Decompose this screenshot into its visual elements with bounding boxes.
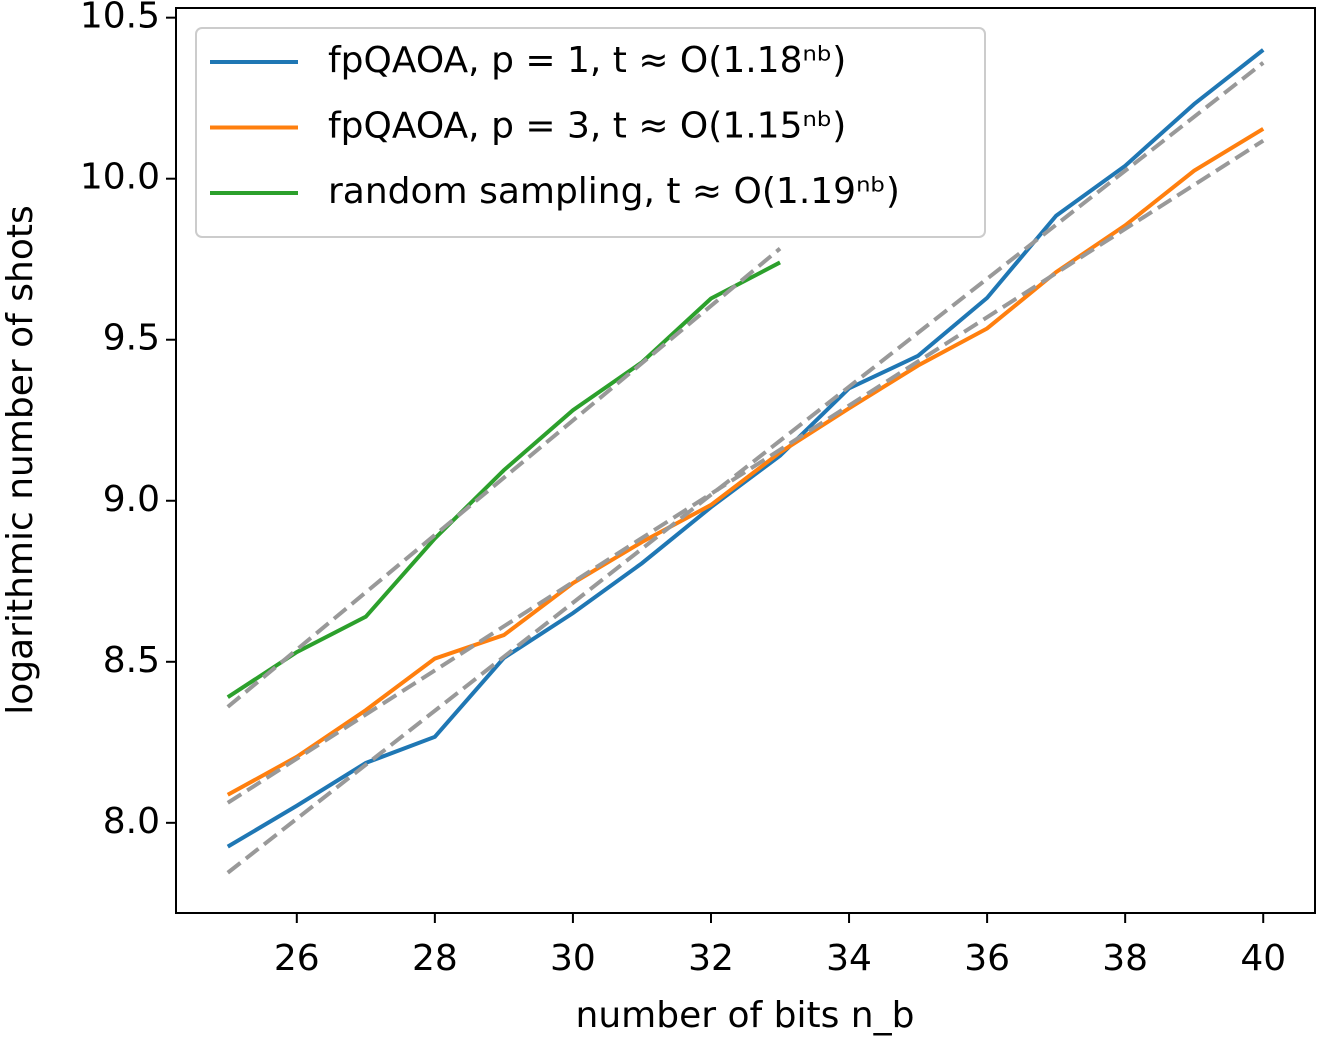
x-tick-label: 34 bbox=[826, 938, 872, 979]
data-line bbox=[226, 48, 1265, 849]
legend-box bbox=[195, 27, 986, 238]
x-tick-label: 40 bbox=[1240, 938, 1286, 979]
y-tick-label: 9.5 bbox=[103, 318, 160, 359]
y-axis-label: logarithmic number of shots bbox=[0, 205, 41, 715]
y-tick-label: 10.0 bbox=[80, 157, 160, 198]
plot-frame bbox=[175, 7, 1316, 914]
x-tick-label: 30 bbox=[550, 938, 596, 979]
x-tick-label: 26 bbox=[274, 938, 320, 979]
y-tick-label: 9.0 bbox=[103, 479, 160, 520]
x-tick-label: 32 bbox=[688, 938, 734, 979]
fit-line bbox=[226, 61, 1265, 875]
x-axis-label: number of bits n_b bbox=[576, 995, 915, 1036]
x-tick-label: 28 bbox=[412, 938, 458, 979]
legend-label: random sampling, t ≈ O(1.19ⁿᵇ) bbox=[328, 171, 900, 212]
y-tick-label: 8.0 bbox=[103, 801, 160, 842]
x-tick-label: 36 bbox=[964, 938, 1010, 979]
x-tick-label: 38 bbox=[1102, 938, 1148, 979]
fit-line bbox=[226, 139, 1265, 805]
fit-line bbox=[226, 247, 782, 709]
data-line bbox=[226, 260, 781, 699]
y-tick-label: 10.5 bbox=[80, 0, 160, 37]
y-tick-label: 8.5 bbox=[103, 640, 160, 681]
legend-label: fpQAOA, p = 3, t ≈ O(1.15ⁿᵇ) bbox=[328, 106, 846, 147]
legend-label: fpQAOA, p = 1, t ≈ O(1.18ⁿᵇ) bbox=[328, 40, 846, 81]
